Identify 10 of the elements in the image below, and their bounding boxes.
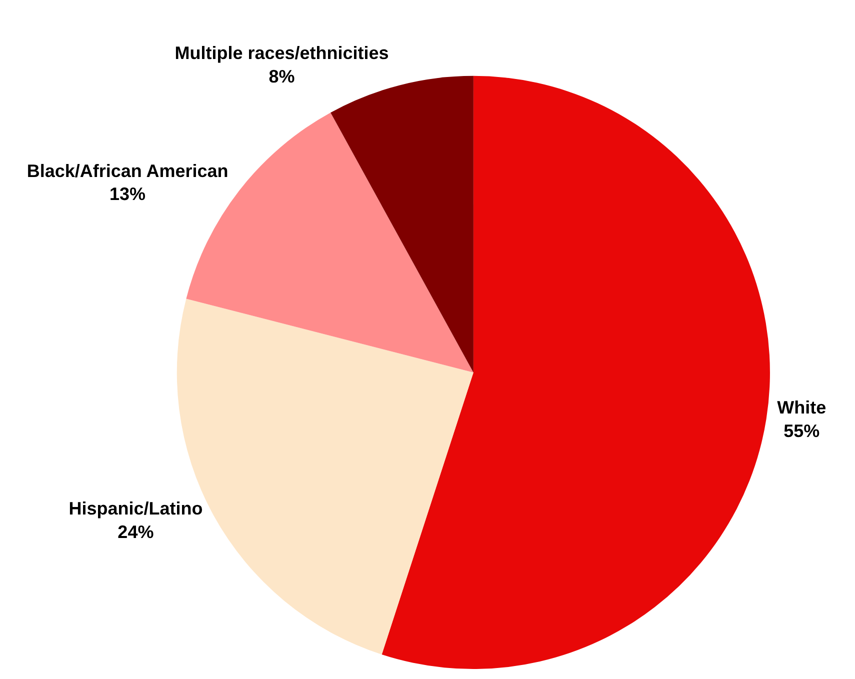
pie-slice: [382, 76, 770, 668]
data-label: 8%: [268, 66, 295, 87]
data-label: 55%: [784, 421, 820, 442]
data-label: 13%: [110, 184, 146, 204]
data-label: 24%: [118, 522, 154, 542]
slice-label: Black/African American: [26, 160, 228, 181]
pie-slice: [330, 76, 474, 372]
slice-label: Hispanic/Latino: [68, 498, 203, 519]
slice-label: Multiple races/ethnicities: [174, 43, 389, 64]
slice-label: White: [777, 398, 826, 418]
